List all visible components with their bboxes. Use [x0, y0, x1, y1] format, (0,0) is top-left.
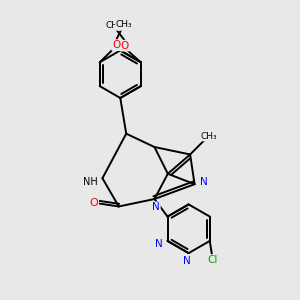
Text: O: O — [120, 41, 129, 51]
Text: CH₃: CH₃ — [116, 20, 132, 29]
Text: NH: NH — [83, 177, 98, 187]
Text: Cl: Cl — [207, 255, 217, 265]
Text: O: O — [89, 199, 98, 208]
Text: N: N — [152, 202, 160, 212]
Text: CH₃: CH₃ — [201, 131, 218, 140]
Text: N: N — [155, 239, 163, 249]
Text: N: N — [200, 177, 207, 187]
Text: O: O — [112, 40, 121, 50]
Text: N: N — [183, 256, 191, 266]
Text: CH₃: CH₃ — [106, 21, 122, 30]
